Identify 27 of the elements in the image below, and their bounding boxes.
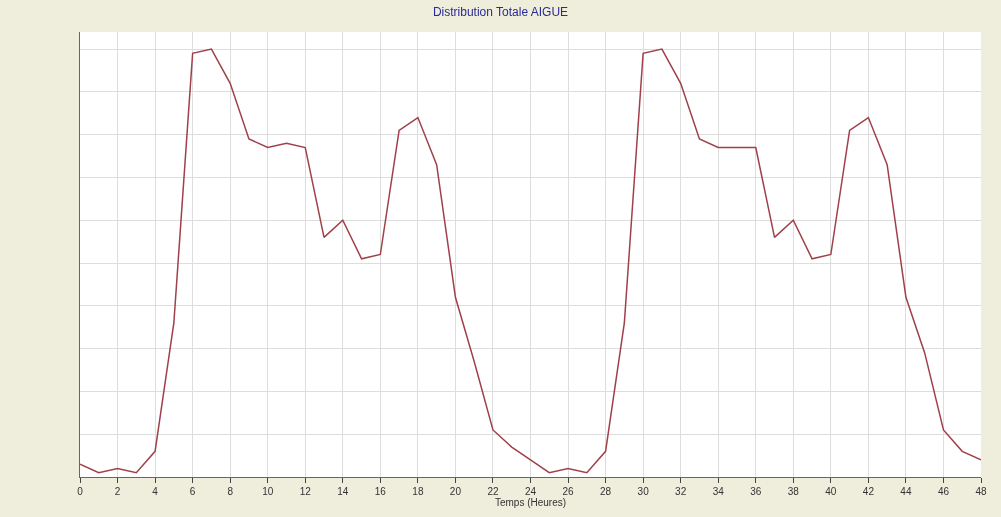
x-tick-label: 48	[975, 486, 987, 497]
x-tick-label: 2	[114, 486, 121, 497]
x-tick-label: 18	[412, 486, 424, 497]
x-axis-title: Temps (Heures)	[494, 497, 567, 508]
x-tick-label: 40	[825, 486, 837, 497]
x-tick-label: 28	[600, 486, 612, 497]
x-tick-label: 38	[787, 486, 800, 497]
x-tick-label: 32	[675, 486, 687, 497]
x-tick-label: 44	[900, 486, 912, 497]
x-tick-label: 16	[374, 486, 387, 497]
x-tick-label: 8	[227, 486, 234, 497]
x-tick-label: 24	[524, 486, 537, 497]
x-tick-label: 30	[637, 486, 650, 497]
x-tick-label: 4	[152, 486, 159, 497]
x-tick-label: 14	[337, 486, 349, 497]
x-tick-label: 26	[562, 486, 575, 497]
x-tick-label: 20	[449, 486, 462, 497]
x-tick-label: 6	[189, 486, 196, 497]
x-tick-label: 12	[299, 486, 312, 497]
x-tick-label: 34	[712, 486, 725, 497]
x-tick-label: 46	[937, 486, 950, 497]
chart-title: Distribution Totale AIGUE	[432, 5, 569, 20]
x-tick-label: 10	[262, 486, 274, 497]
x-tick-label: 36	[750, 486, 762, 497]
x-tick-label: 0	[77, 486, 84, 497]
x-tick-label: 22	[487, 486, 499, 497]
x-tick-label: 42	[862, 486, 875, 497]
